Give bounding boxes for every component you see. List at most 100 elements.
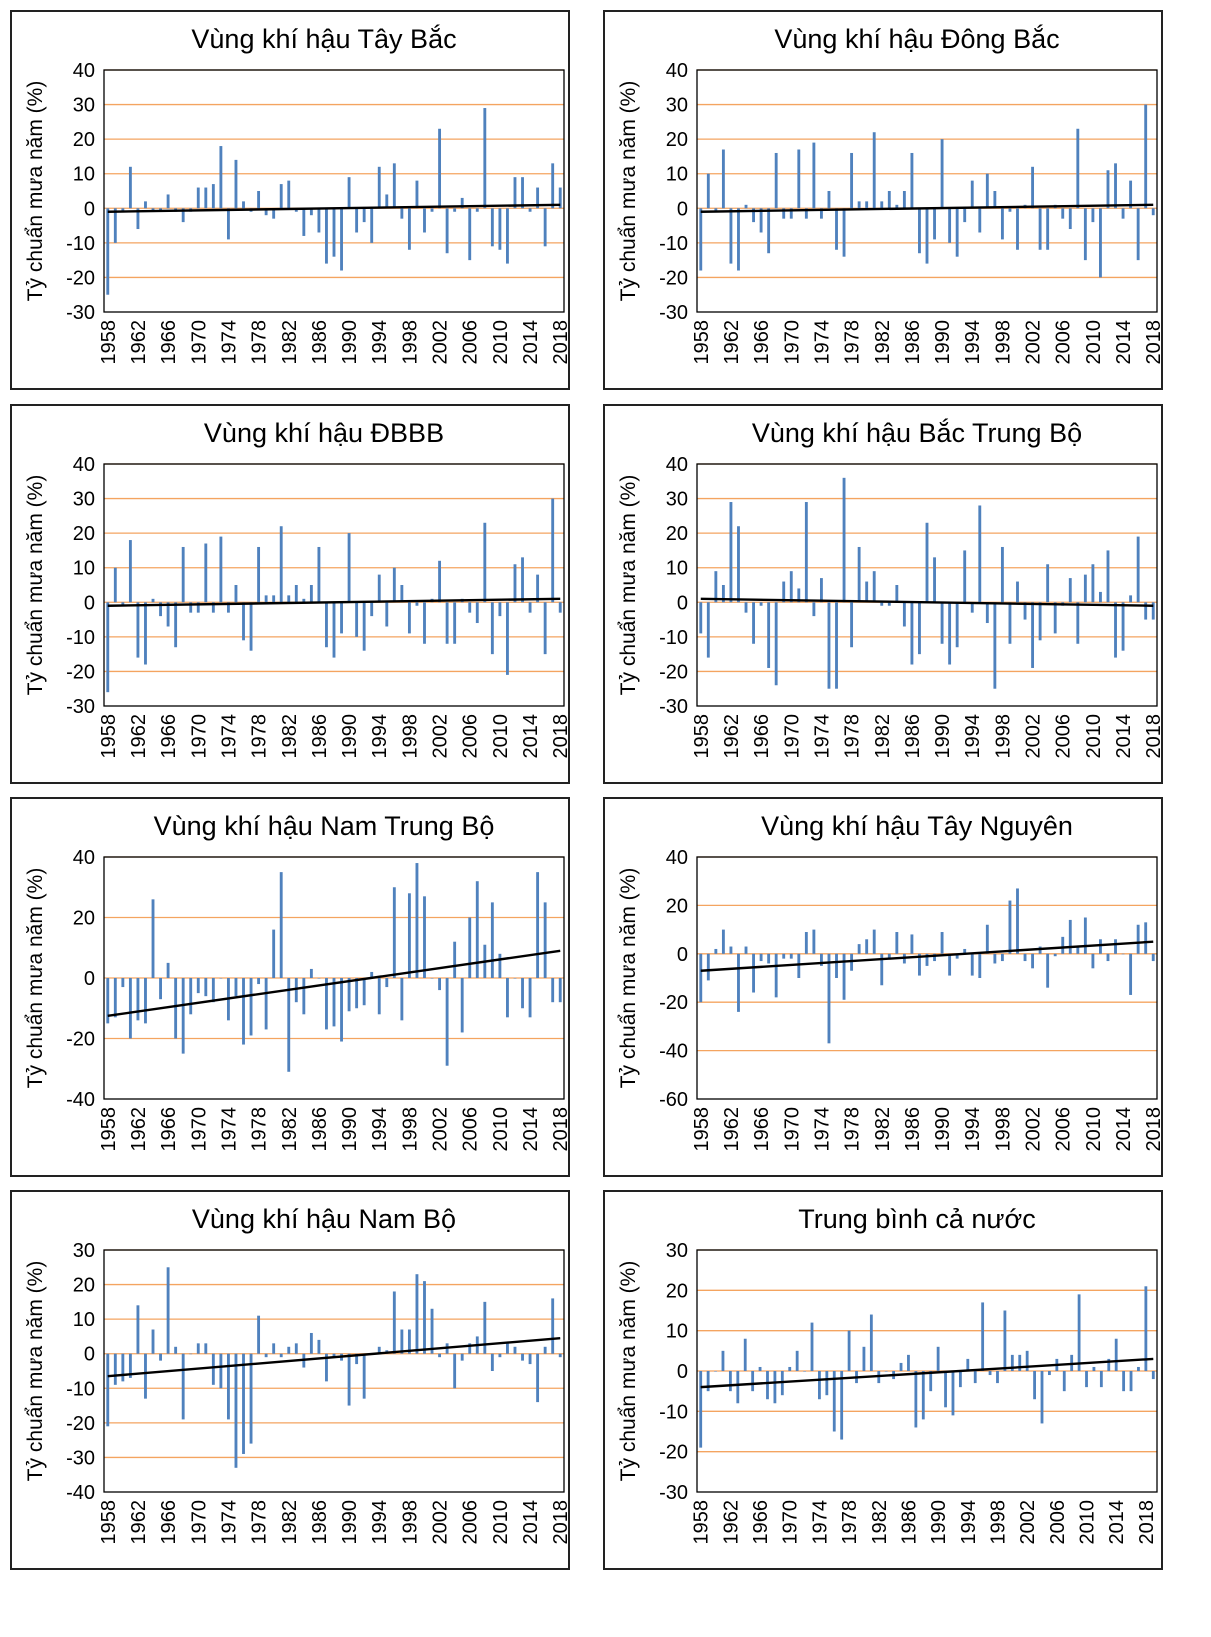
x-tick-label: 1986 xyxy=(309,1107,331,1152)
bar xyxy=(521,177,524,209)
bar xyxy=(272,208,276,219)
bar xyxy=(1023,953,1027,962)
bar xyxy=(993,602,997,689)
bar xyxy=(506,1343,509,1354)
bar xyxy=(714,948,718,954)
bar xyxy=(1053,602,1057,634)
x-tick-label: 1990 xyxy=(932,320,954,365)
bar xyxy=(332,978,336,1027)
bar xyxy=(835,208,838,250)
bar xyxy=(721,149,725,209)
x-tick-label: 2006 xyxy=(1053,714,1075,759)
bar xyxy=(317,978,321,979)
bar xyxy=(993,191,997,209)
bar xyxy=(219,1353,223,1389)
y-tick-label: 20 xyxy=(73,523,95,545)
x-tick-label: 2006 xyxy=(460,320,482,365)
bar xyxy=(914,1371,918,1428)
x-tick-label: 1966 xyxy=(750,1500,772,1545)
bar xyxy=(460,978,464,1033)
bar xyxy=(869,1314,873,1371)
x-tick-label: 1978 xyxy=(249,1107,271,1152)
bar xyxy=(1099,591,1102,603)
bar xyxy=(325,208,328,264)
bar xyxy=(249,978,253,1036)
bar xyxy=(1016,208,1019,250)
bar xyxy=(506,208,509,264)
bar xyxy=(279,872,283,978)
bar xyxy=(842,208,846,257)
bar xyxy=(880,953,884,986)
chart-panel: Vùng khí hậu Nam Trung Bộ -40 -20 0 20 40 1958… xyxy=(10,797,570,1177)
x-tick-label: 1982 xyxy=(872,320,894,365)
y-tick-label: -10 xyxy=(659,1401,688,1423)
bar xyxy=(1085,1371,1088,1388)
bar xyxy=(521,1353,524,1361)
y-tick-label: 0 xyxy=(84,968,95,990)
bar xyxy=(955,208,959,257)
bar xyxy=(1038,208,1042,250)
bar xyxy=(506,978,509,1018)
bar xyxy=(1121,953,1125,955)
x-tick-label: 1970 xyxy=(188,320,210,365)
bar xyxy=(543,208,547,247)
bar xyxy=(551,498,555,603)
chart-title: Vùng khí hậu Nam Trung Bộ xyxy=(154,811,495,841)
bar xyxy=(415,1274,419,1354)
x-tick-label: 1970 xyxy=(188,1500,210,1545)
bar xyxy=(880,602,884,606)
x-tick-label: 2018 xyxy=(1143,714,1161,759)
bar xyxy=(706,953,710,981)
x-tick-label: 1990 xyxy=(928,1500,950,1545)
y-axis-label: Tỷ chuẩn mưa năm (%) xyxy=(24,475,47,696)
bar xyxy=(415,863,419,978)
bar xyxy=(468,602,472,613)
bar xyxy=(347,978,351,1012)
bar xyxy=(302,598,306,603)
bar xyxy=(543,1346,547,1354)
x-tick-label: 2006 xyxy=(1047,1500,1069,1545)
bar xyxy=(513,564,517,603)
x-tick-label: 2006 xyxy=(1053,1107,1075,1152)
x-tick-label: 1958 xyxy=(98,1500,120,1545)
bar xyxy=(475,208,479,212)
bar xyxy=(1038,946,1042,954)
chart-panel: Vùng khí hậu Tây Bắc -30 -20 -10 0 10 20 30 40 19… xyxy=(10,10,570,390)
bar xyxy=(948,953,952,976)
y-tick-label: 40 xyxy=(666,454,688,476)
bar xyxy=(264,1353,268,1358)
bar xyxy=(842,477,846,603)
bar xyxy=(1008,208,1012,212)
x-tick-label: 1962 xyxy=(721,320,743,365)
chart-svg: Vùng khí hậu Đông Bắc -30 -20 -10 0 10 20 30 40 1… xyxy=(617,23,1161,365)
bar xyxy=(850,953,854,971)
bar xyxy=(955,953,959,959)
bar xyxy=(797,149,801,209)
x-tick-label: 1990 xyxy=(932,714,954,759)
bar xyxy=(128,166,132,209)
bar xyxy=(121,602,125,606)
bar xyxy=(933,953,936,962)
y-tick-label: -30 xyxy=(659,696,688,718)
y-tick-label: -20 xyxy=(659,992,688,1014)
bar xyxy=(483,108,487,209)
bar xyxy=(1151,602,1155,620)
x-tick-label: 1982 xyxy=(279,714,301,759)
x-tick-label: 1986 xyxy=(902,714,924,759)
bar xyxy=(430,978,434,979)
bar xyxy=(272,1343,276,1354)
y-tick-label: -30 xyxy=(66,696,95,718)
bar xyxy=(415,602,419,606)
x-tick-label: 1966 xyxy=(751,1107,773,1152)
y-tick-label: 40 xyxy=(666,847,688,869)
bar xyxy=(528,978,532,1018)
bar xyxy=(804,208,808,219)
bar xyxy=(706,173,710,209)
bar xyxy=(767,602,771,668)
x-tick-label: 2010 xyxy=(490,1107,512,1152)
x-tick-label: 1978 xyxy=(249,714,271,759)
x-tick-label: 1962 xyxy=(720,1500,742,1545)
bar xyxy=(1061,208,1065,219)
bar xyxy=(181,546,185,603)
x-tick-label: 2014 xyxy=(520,1107,542,1152)
